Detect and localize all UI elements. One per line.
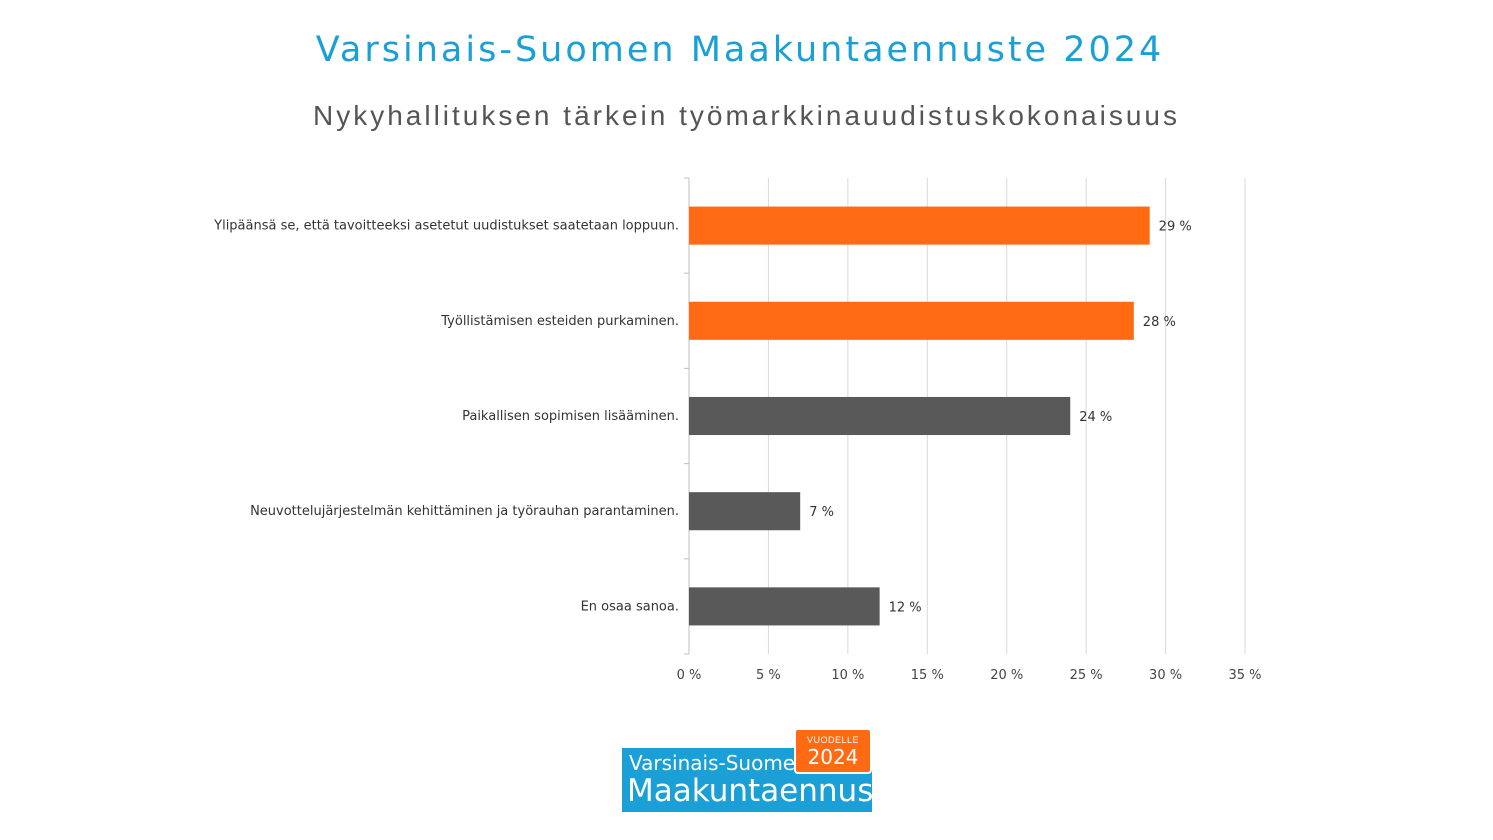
- data-label: 28 %: [1143, 315, 1176, 330]
- data-label: 24 %: [1079, 410, 1112, 425]
- x-tick-label: 25 %: [1070, 668, 1103, 683]
- category-label: Paikallisen sopimisen lisääminen.: [462, 409, 679, 424]
- bar: [689, 301, 1134, 340]
- bar-chart: 0 % 5 % 10 % 15 % 20 % 25 % 30 % 35 % Ylipäänsä …: [213, 177, 1262, 683]
- x-tick-label: 5 %: [756, 668, 781, 683]
- logo-year-badge: VUODELLE 2024: [794, 728, 872, 774]
- logo-main-box: Varsinais-Suomen Maakuntaennuste: [622, 748, 905, 812]
- logo-line1: Varsinais-Suomen: [629, 751, 808, 775]
- logo-line2: Maakuntaennuste: [627, 773, 905, 809]
- x-tick-label: 35 %: [1228, 668, 1261, 683]
- data-label: 29 %: [1159, 220, 1192, 235]
- x-tick-label: 15 %: [911, 668, 944, 683]
- category-label: Työllistämisen esteiden purkaminen.: [440, 314, 679, 329]
- chart-title: Varsinais-Suomen Maakuntaennuste 2024: [315, 30, 1165, 70]
- x-tick-label: 10 %: [831, 668, 864, 683]
- x-tick-label: 20 %: [990, 668, 1023, 683]
- x-tick-label: 30 %: [1149, 668, 1182, 683]
- category-label: En osaa sanoa.: [581, 599, 679, 614]
- bar: [689, 492, 801, 531]
- data-label: 12 %: [889, 600, 922, 615]
- x-tick-label: 0 %: [677, 668, 702, 683]
- category-label: Ylipäänsä se, että tavoitteeksi asetetut…: [213, 219, 679, 234]
- data-label: 7 %: [809, 505, 834, 520]
- bar: [689, 587, 880, 626]
- bar: [689, 206, 1150, 245]
- maakuntaennuste-logo: Varsinais-Suomen Maakuntaennuste VUODELL…: [622, 728, 905, 812]
- logo-badge-year: 2024: [807, 745, 859, 769]
- logo-badge-caption: VUODELLE: [806, 735, 860, 745]
- category-label: Neuvottelujärjestelmän kehittäminen ja t…: [250, 504, 679, 519]
- chart-subtitle: Nykyhallituksen tärkein työmarkkinauudis…: [312, 100, 1180, 131]
- bar: [689, 396, 1071, 436]
